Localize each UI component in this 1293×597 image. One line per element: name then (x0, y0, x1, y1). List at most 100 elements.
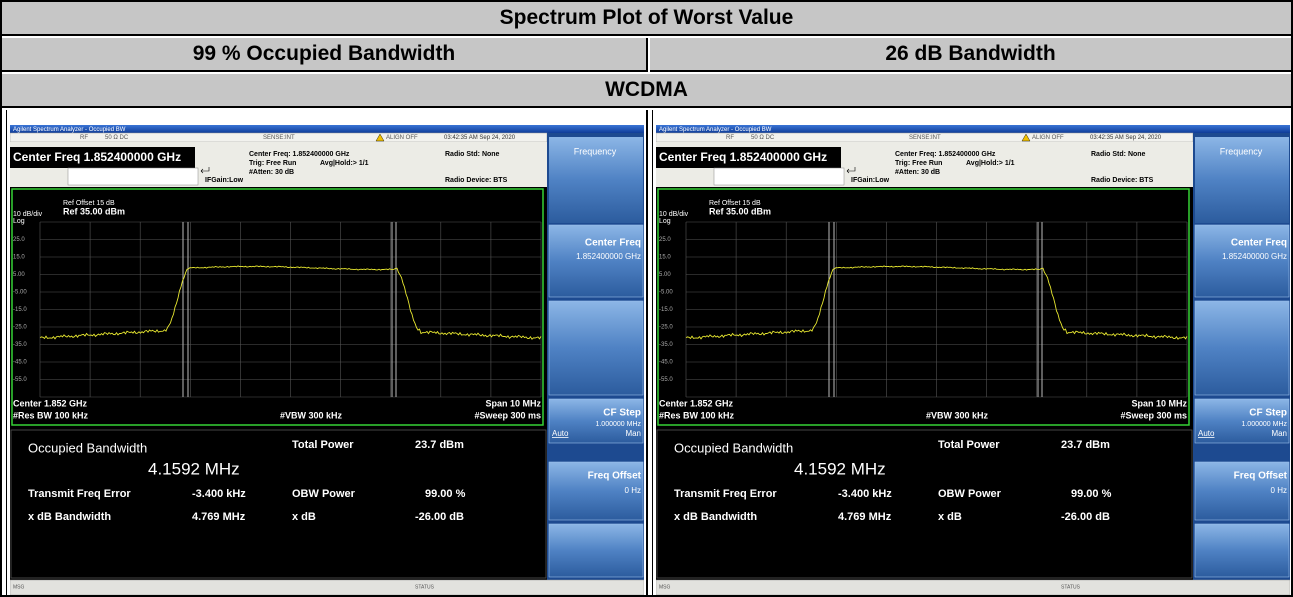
setting-text: Avg|Hold:> 1/1 (966, 160, 1015, 167)
y-label: -45.0 (13, 360, 27, 366)
plot-footer: Center 1.852 GHz (13, 398, 88, 408)
y-label: 15.0 (13, 255, 25, 261)
result-value: -3.400 kHz (192, 488, 246, 500)
warning-icon (375, 133, 385, 142)
center-freq-box (10, 147, 195, 168)
column-header: 99 % Occupied Bandwidth (2, 38, 648, 72)
ref-offset: Ref Offset 15 dB (63, 200, 115, 207)
cell-divider (646, 110, 648, 597)
setting-text: #Atten: 30 dB (249, 169, 294, 176)
window-title: Agilent Spectrum Analyzer - Occupied BW (13, 127, 126, 133)
cell-divider (6, 110, 7, 597)
setting-text: Radio Std: None (1091, 151, 1146, 158)
analyzer-screenshot: Agilent Spectrum Analyzer - Occupied BW R… (10, 125, 644, 595)
softkey-button (548, 224, 644, 298)
footer-text: MSG (13, 584, 25, 590)
y-label: 15.0 (659, 255, 671, 261)
status-text: ALIGN OFF (386, 135, 418, 141)
plot-bg (656, 187, 1193, 580)
setting-text: #Atten: 30 dB (895, 169, 940, 176)
setting-text: IFGain:Low (851, 177, 890, 184)
result-label: Total Power (292, 439, 354, 451)
result-value: -26.00 dB (415, 511, 464, 523)
softkey-value: 1.000000 MHz (595, 421, 641, 428)
softkey-option: Man (1271, 429, 1287, 438)
result-value: -26.00 dB (1061, 511, 1110, 523)
y-label: -15.0 (659, 307, 673, 313)
result-label: x dB Bandwidth (28, 511, 111, 523)
result-label: Total Power (938, 439, 1000, 451)
y-label: -15.0 (13, 307, 27, 313)
setting-text: Radio Device: BTS (1091, 177, 1154, 184)
softkey-value: 1.852400000 GHz (576, 252, 641, 261)
enter-icon (200, 167, 210, 174)
result-value: 99.00 % (1071, 488, 1112, 500)
result-label: x dB Bandwidth (674, 511, 757, 523)
result-value: 23.7 dBm (415, 439, 464, 451)
softkey-value: 0 Hz (1271, 486, 1287, 495)
status-text: 03:42:35 AM Sep 24, 2020 (1090, 135, 1162, 141)
y-label: -25.0 (659, 325, 673, 331)
ref-level: Ref 35.00 dBm (709, 206, 771, 216)
softkey-label: CF Step (1249, 408, 1287, 419)
footer-text: STATUS (1061, 584, 1081, 590)
status-text: 50 Ω DC (751, 135, 775, 141)
result-value: 4.1592 MHz (794, 459, 886, 478)
softkey-menu (1195, 137, 1289, 223)
softkey-button (1194, 398, 1290, 444)
softkey-button (548, 523, 644, 578)
plot-footer: Span 10 MHz (485, 398, 541, 408)
y-label: -5.00 (13, 290, 27, 296)
plot-footer: #VBW 300 kHz (926, 410, 989, 420)
plot-footer: Span 10 MHz (1131, 398, 1187, 408)
cell-divider (652, 110, 653, 597)
enter-icon (846, 167, 856, 174)
setting-text: IFGain:Low (205, 177, 244, 184)
result-value: 23.7 dBm (1061, 439, 1110, 451)
ref-level: Ref 35.00 dBm (63, 206, 125, 216)
y-label: 5.00 (659, 272, 671, 278)
plot-footer: Center 1.852 GHz (659, 398, 734, 408)
y-label: 25.0 (13, 237, 25, 243)
setting-text: Avg|Hold:> 1/1 (320, 160, 369, 167)
softkey-button (1194, 224, 1290, 298)
center-freq-box (656, 147, 841, 168)
result-value: 4.769 MHz (838, 511, 892, 523)
scale-label: 10 dB/div (659, 211, 689, 218)
plot-footer: #VBW 300 kHz (280, 410, 343, 420)
section-header: WCDMA (2, 74, 1291, 108)
setting-text: Trig: Free Run (249, 160, 296, 167)
setting-text: Radio Std: None (445, 151, 500, 158)
softkey-option: Man (625, 429, 641, 438)
spectrum-trace (39, 265, 542, 340)
softkey-option: Auto (552, 429, 569, 438)
table-title: Spectrum Plot of Worst Value (2, 2, 1291, 36)
column-header: 26 dB Bandwidth (650, 38, 1291, 72)
softkey-button (548, 398, 644, 444)
result-label: Occupied Bandwidth (28, 440, 147, 455)
softkey-value: 0 Hz (625, 486, 641, 495)
softkey-menu (549, 137, 643, 223)
result-value: 99.00 % (425, 488, 466, 500)
plot-footer: #Res BW 100 kHz (13, 410, 89, 420)
softkey-label: Freq Offset (1234, 471, 1288, 482)
softkey-button (1194, 461, 1290, 521)
result-label: OBW Power (292, 488, 356, 500)
softkey-label: Center Freq (585, 238, 641, 249)
y-label: -55.0 (13, 377, 27, 383)
status-text: SENSE:INT (909, 135, 941, 141)
result-value: -3.400 kHz (838, 488, 892, 500)
log-label: Log (659, 218, 671, 225)
log-label: Log (13, 218, 25, 225)
result-label: OBW Power (938, 488, 1002, 500)
result-label: x dB (938, 511, 962, 523)
footer-text: STATUS (415, 584, 435, 590)
result-label: Transmit Freq Error (674, 488, 777, 500)
center-freq: Center Freq 1.852400000 GHz (659, 150, 827, 164)
header-box (67, 167, 199, 186)
setting-text: Radio Device: BTS (445, 177, 508, 184)
setting-text: Center Freq: 1.852400000 GHz (895, 151, 996, 158)
y-label: -45.0 (659, 360, 673, 366)
softkey-button (1194, 523, 1290, 578)
results-border (656, 429, 1193, 579)
